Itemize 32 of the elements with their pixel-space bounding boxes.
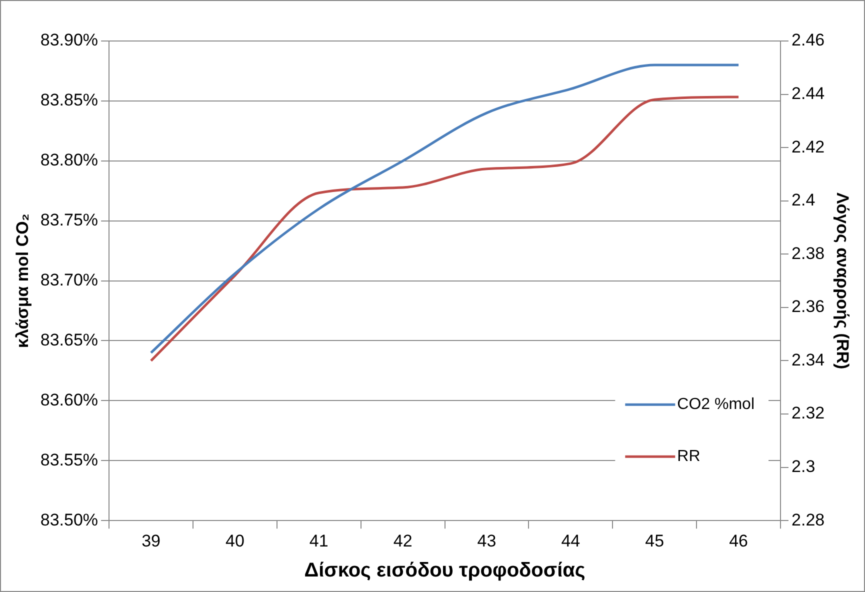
x-tick-label: 39	[142, 531, 160, 550]
x-tick-label: 43	[477, 531, 496, 550]
y-tick-label: 83.90%	[40, 30, 98, 50]
y-tick-label: 83.75%	[40, 210, 98, 230]
y2-tick-label: 2.34	[792, 350, 825, 370]
y2-tick-label: 2.3	[792, 457, 816, 476]
x-tick-label: 46	[729, 531, 748, 550]
y-tick-label: 83.55%	[40, 450, 98, 470]
y2-tick-label: 2.36	[792, 297, 825, 316]
y2-tick-label: 2.44	[792, 84, 825, 103]
y-tick-label: 83.80%	[40, 150, 98, 170]
y-tick-label: 83.50%	[40, 510, 98, 530]
legend-label: CO2 %mol	[677, 396, 755, 414]
y2-tick-label: 2.42	[792, 137, 825, 156]
y2-tick-label: 2.28	[792, 510, 825, 530]
x-tick-label: 41	[309, 531, 328, 550]
y-tick-label: 83.60%	[40, 390, 98, 410]
x-tick-label: 40	[225, 531, 244, 550]
y-tick-label: 83.65%	[40, 330, 98, 350]
y2-tick-label: 2.46	[792, 30, 825, 50]
x-tick-label: 42	[393, 531, 412, 550]
x-tick-label: 45	[645, 531, 664, 550]
y-axis-title: κλάσμα mol CO₂	[12, 214, 32, 348]
y-tick-label: 83.70%	[40, 270, 98, 290]
x-tick-label: 44	[561, 531, 580, 550]
y2-axis-title: Λόγος αναρροής (RR)	[833, 192, 852, 370]
y2-tick-label: 2.32	[792, 404, 825, 423]
y2-tick-label: 2.38	[792, 244, 825, 263]
legend-label: RR	[677, 448, 700, 466]
y-tick-label: 83.85%	[40, 90, 98, 110]
y2-tick-label: 2.4	[792, 190, 816, 210]
x-axis-title: Δίσκος εισόδου τροφοδοσίας	[304, 560, 586, 582]
